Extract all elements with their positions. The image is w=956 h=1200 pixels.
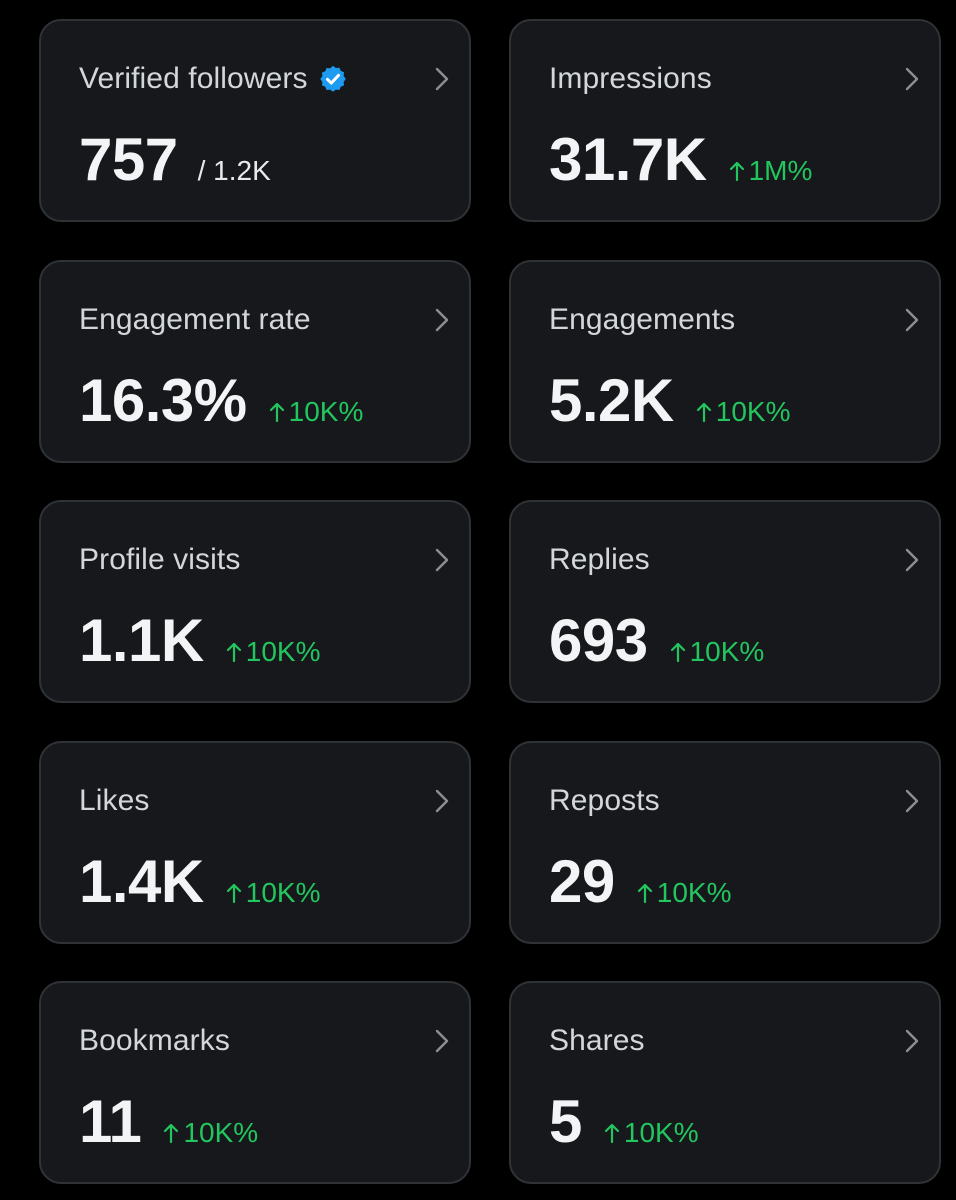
change-value: 10K% (288, 396, 364, 427)
card-total: / 1.2K (197, 155, 271, 186)
change-indicator: 10K% (670, 636, 765, 668)
card-label: Verified followers (79, 62, 308, 95)
card-value-row: 11 10K% (79, 1087, 258, 1157)
chevron-right-icon[interactable] (903, 787, 921, 815)
chevron-right-icon[interactable] (433, 65, 451, 93)
change-indicator: 10K% (269, 396, 364, 428)
chevron-right-icon[interactable] (903, 65, 921, 93)
card-label: Replies (549, 543, 650, 576)
change-indicator: 10K% (696, 396, 791, 428)
arrow-up-icon (226, 883, 241, 904)
arrow-up-icon (729, 161, 744, 182)
chevron-right-icon[interactable] (433, 1027, 451, 1055)
card-header: Verified followers (79, 59, 348, 99)
card-label: Engagements (549, 303, 736, 336)
arrow-up-icon (164, 1123, 179, 1144)
chevron-right-icon[interactable] (433, 306, 451, 334)
card-label: Shares (549, 1024, 645, 1057)
card-impressions[interactable]: Impressions 31.7K 1M% (509, 19, 941, 222)
arrow-up-icon (604, 1123, 619, 1144)
change-value: 1M% (748, 155, 813, 186)
card-value-row: 5 10K% (549, 1087, 699, 1157)
card-likes[interactable]: Likes 1.4K 10K% (39, 741, 471, 944)
card-bookmarks[interactable]: Bookmarks 11 10K% (39, 981, 471, 1184)
card-value: 693 (549, 607, 648, 674)
chevron-right-icon[interactable] (903, 306, 921, 334)
arrow-up-icon (696, 402, 711, 423)
card-value: 1.1K (79, 607, 204, 674)
card-shares[interactable]: Shares 5 10K% (509, 981, 941, 1184)
card-value: 5 (549, 1088, 582, 1155)
arrow-up-icon (637, 883, 652, 904)
card-label: Reposts (549, 784, 660, 817)
card-profile-visits[interactable]: Profile visits 1.1K 10K% (39, 500, 471, 703)
card-label: Bookmarks (79, 1024, 230, 1057)
card-value: 29 (549, 848, 615, 915)
chevron-right-icon[interactable] (903, 546, 921, 574)
card-engagement-rate[interactable]: Engagement rate 16.3% 10K% (39, 260, 471, 463)
change-value: 10K% (623, 1117, 699, 1148)
arrow-up-icon (269, 402, 284, 423)
change-value: 10K% (715, 396, 791, 427)
card-header: Bookmarks (79, 1021, 230, 1061)
card-value: 1.4K (79, 848, 204, 915)
card-value: 16.3% (79, 367, 247, 434)
card-label: Engagement rate (79, 303, 311, 336)
card-value-row: 5.2K 10K% (549, 366, 790, 436)
change-indicator: 10K% (637, 877, 732, 909)
card-label: Likes (79, 784, 150, 817)
change-value: 10K% (245, 877, 321, 908)
card-header: Reposts (549, 781, 660, 821)
change-indicator: 10K% (163, 1117, 258, 1149)
card-engagements[interactable]: Engagements 5.2K 10K% (509, 260, 941, 463)
change-value: 10K% (245, 636, 321, 667)
arrow-up-icon (226, 642, 241, 663)
card-header: Profile visits (79, 540, 240, 580)
card-header: Engagements (549, 300, 735, 340)
card-value: 757 (79, 126, 178, 193)
chevron-right-icon[interactable] (433, 787, 451, 815)
card-label: Profile visits (79, 543, 241, 576)
card-value-row: 757 / 1.2K (79, 125, 271, 195)
card-value-row: 31.7K 1M% (549, 125, 812, 195)
card-value-row: 693 10K% (549, 606, 764, 676)
card-value: 11 (79, 1088, 142, 1155)
card-header: Replies (549, 540, 650, 580)
change-indicator: 1M% (729, 155, 813, 187)
card-header: Engagement rate (79, 300, 311, 340)
card-value-row: 16.3% 10K% (79, 366, 363, 436)
card-value-row: 1.4K 10K% (79, 847, 320, 917)
change-value: 10K% (656, 877, 732, 908)
card-replies[interactable]: Replies 693 10K% (509, 500, 941, 703)
card-value-row: 1.1K 10K% (79, 606, 320, 676)
change-value: 10K% (689, 636, 765, 667)
chevron-right-icon[interactable] (903, 1027, 921, 1055)
card-reposts[interactable]: Reposts 29 10K% (509, 741, 941, 944)
card-label: Impressions (549, 62, 712, 95)
verified-badge-icon (319, 65, 346, 92)
card-header: Impressions (549, 59, 712, 99)
change-indicator: 10K% (604, 1117, 699, 1149)
chevron-right-icon[interactable] (433, 546, 451, 574)
change-indicator: 10K% (226, 877, 321, 909)
change-indicator: 10K% (226, 636, 321, 668)
card-header: Likes (79, 781, 150, 821)
card-header: Shares (549, 1021, 645, 1061)
card-value: 31.7K (549, 126, 707, 193)
card-verified-followers[interactable]: Verified followers 757 / 1.2K (39, 19, 471, 222)
arrow-up-icon (670, 642, 685, 663)
card-value-row: 29 10K% (549, 847, 731, 917)
change-value: 10K% (183, 1117, 259, 1148)
card-value: 5.2K (549, 367, 674, 434)
